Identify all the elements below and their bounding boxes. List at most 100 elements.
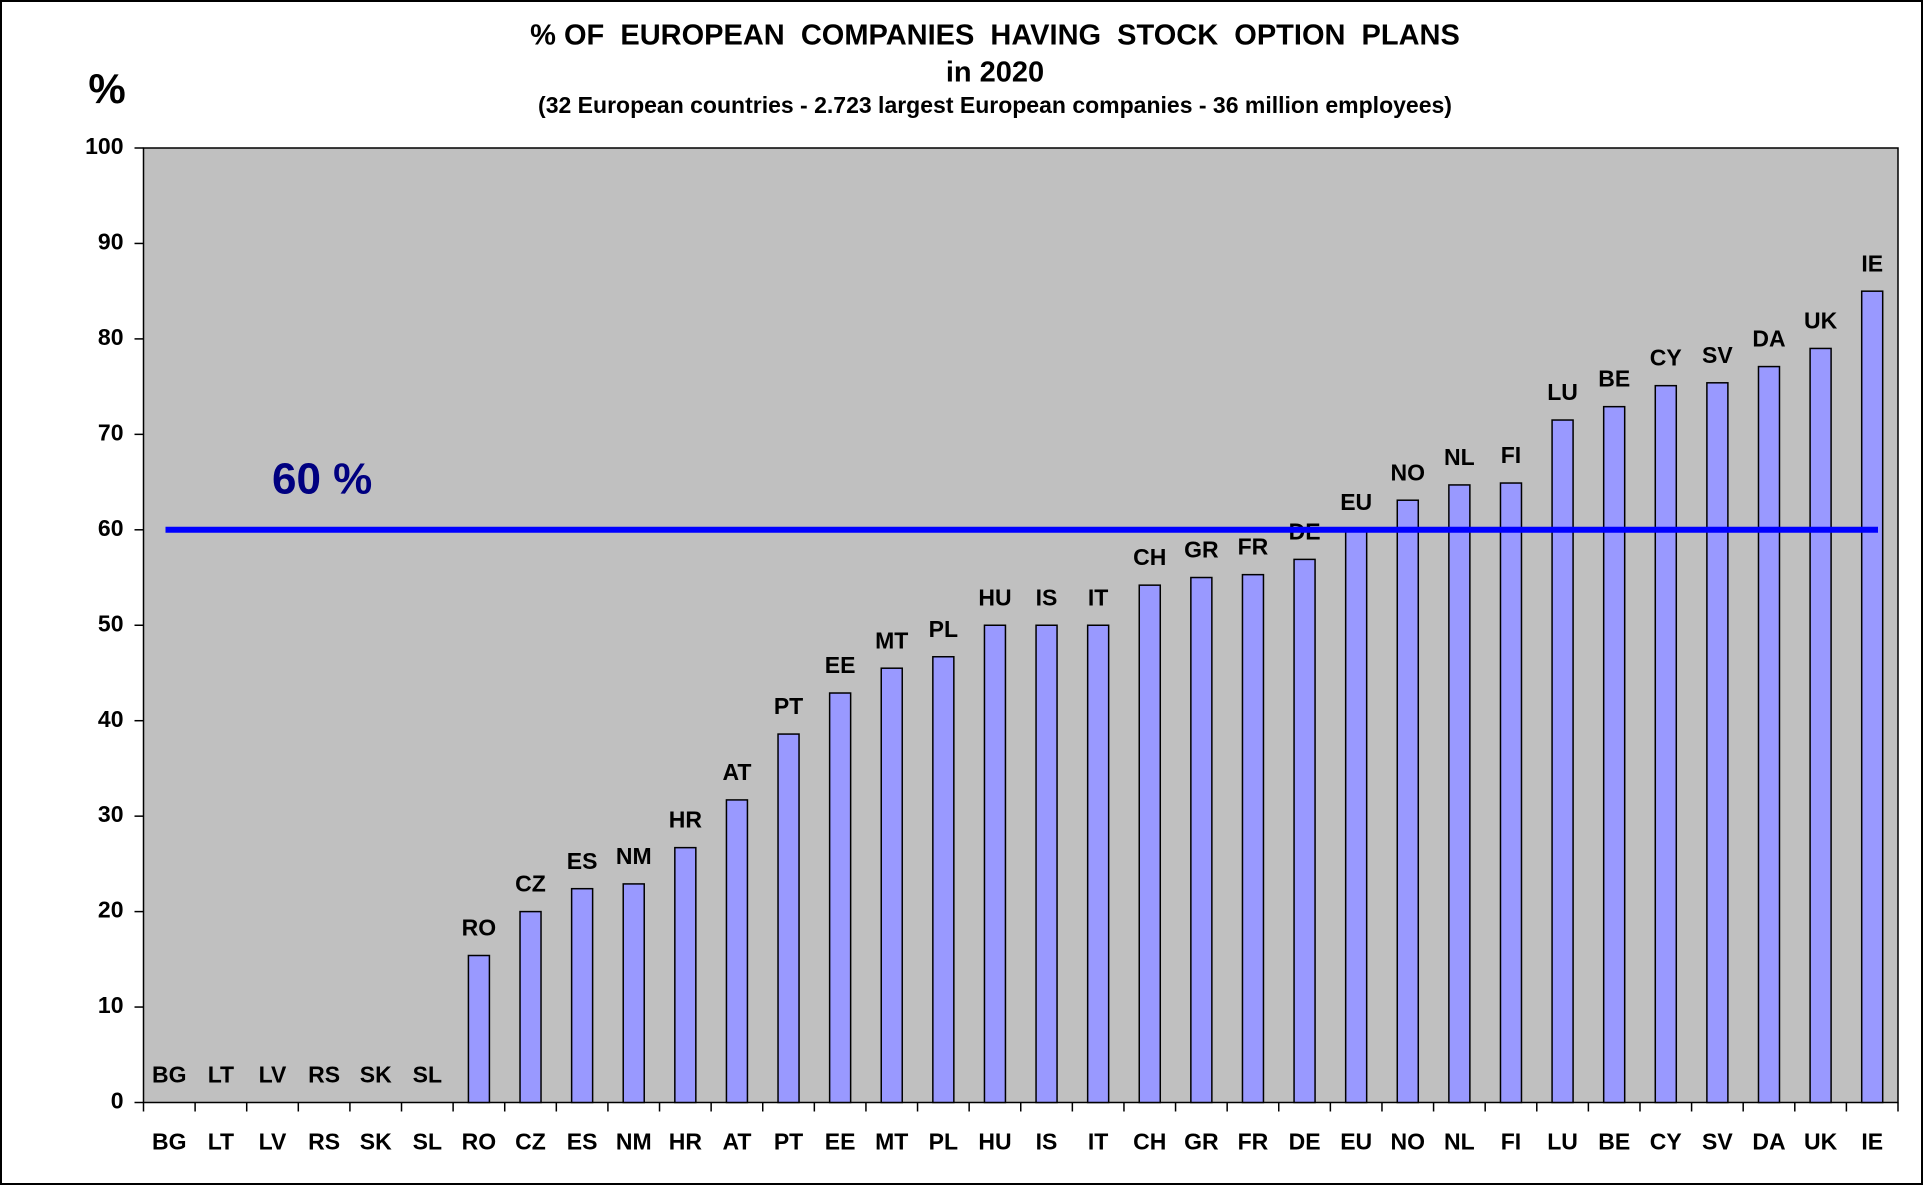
data-label: NM — [616, 843, 652, 869]
data-label: DA — [1752, 326, 1785, 352]
data-label: GR — [1184, 537, 1219, 563]
data-label: MT — [875, 627, 908, 653]
bar — [1086, 624, 1110, 1104]
data-label: NO — [1391, 459, 1426, 485]
chart-title-line2: in 2020 — [946, 57, 1044, 89]
bar — [1344, 529, 1368, 1104]
x-tick-label: HU — [978, 1129, 1011, 1155]
bar — [1396, 499, 1420, 1104]
data-label: EE — [825, 652, 856, 678]
x-tick-label: BE — [1598, 1129, 1630, 1155]
x-tick-label: PL — [929, 1129, 958, 1155]
x-tick-label: DA — [1752, 1129, 1785, 1155]
x-tick-label: ES — [567, 1129, 598, 1155]
x-tick-label: NL — [1444, 1129, 1475, 1155]
x-tick-label: RO — [462, 1129, 497, 1155]
data-label: LV — [259, 1062, 287, 1088]
bar — [519, 910, 542, 1104]
y-tick-label: 70 — [98, 419, 124, 445]
bar — [1190, 576, 1213, 1104]
data-label: SL — [413, 1062, 442, 1088]
x-tick-label: GR — [1184, 1129, 1219, 1155]
data-label: BE — [1598, 366, 1630, 392]
x-tick-label: AT — [722, 1129, 751, 1155]
plot-area — [142, 147, 1899, 1104]
bar — [1706, 382, 1729, 1104]
y-tick-label: 100 — [85, 133, 123, 159]
y-tick-label: 20 — [98, 897, 124, 923]
data-label: AT — [722, 759, 751, 785]
data-label: IS — [1036, 584, 1058, 610]
bar — [1138, 584, 1162, 1104]
y-tick-label: 50 — [98, 610, 124, 636]
bar — [674, 846, 697, 1104]
x-tick-label: CZ — [515, 1129, 546, 1155]
bar — [932, 655, 955, 1104]
x-tick-label: IS — [1036, 1129, 1058, 1155]
chart-title: % OF EUROPEAN COMPANIES HAVING STOCK OPT… — [530, 20, 1460, 52]
y-axis-label: % — [88, 65, 125, 112]
bar — [1035, 624, 1058, 1104]
bar — [983, 624, 1007, 1104]
bar — [880, 667, 903, 1104]
x-tick-label: CH — [1133, 1129, 1166, 1155]
x-tick-label: RS — [308, 1129, 340, 1155]
x-tick-label: DE — [1289, 1129, 1321, 1155]
x-tick-label: FR — [1238, 1129, 1269, 1155]
x-tick-label: BG — [152, 1129, 187, 1155]
bar — [570, 887, 594, 1104]
data-label: RO — [462, 915, 497, 941]
x-tick-label: SK — [360, 1129, 392, 1155]
bar — [725, 799, 749, 1104]
data-label: CY — [1650, 345, 1682, 371]
data-label: IE — [1861, 250, 1883, 276]
data-label: CH — [1133, 544, 1166, 570]
data-label: LT — [208, 1062, 234, 1088]
bar — [1860, 290, 1884, 1104]
bar — [467, 954, 491, 1104]
x-tick-label: IE — [1861, 1129, 1883, 1155]
data-label: RS — [308, 1062, 340, 1088]
data-label: BG — [152, 1062, 187, 1088]
y-tick-label: 80 — [98, 324, 124, 350]
x-tick-label: SL — [413, 1129, 442, 1155]
bar — [1602, 405, 1626, 1104]
x-tick-label: EE — [825, 1129, 856, 1155]
data-label: PT — [774, 693, 803, 719]
bar — [1293, 558, 1316, 1104]
x-tick-label: NO — [1391, 1129, 1426, 1155]
x-tick-label: SV — [1702, 1129, 1733, 1155]
y-tick-label: 90 — [98, 229, 124, 255]
x-tick-label: FI — [1501, 1129, 1521, 1155]
data-label: HU — [978, 584, 1011, 610]
bar — [622, 883, 645, 1104]
y-tick-label: 0 — [111, 1088, 124, 1114]
data-label: ES — [567, 848, 598, 874]
x-tick-label: HR — [669, 1129, 703, 1155]
bar — [1499, 482, 1523, 1104]
bar — [1551, 419, 1574, 1104]
y-tick-label: 40 — [98, 706, 124, 732]
x-tick-label: UK — [1804, 1129, 1838, 1155]
data-label: FR — [1238, 534, 1269, 560]
x-tick-label: IT — [1088, 1129, 1108, 1155]
bar — [828, 692, 852, 1104]
bar — [777, 733, 800, 1104]
y-tick-label: 30 — [98, 801, 124, 827]
bar — [1241, 573, 1265, 1104]
bar — [1448, 484, 1471, 1104]
x-tick-label: PT — [774, 1129, 803, 1155]
y-tick-label: 60 — [98, 515, 124, 541]
x-tick-label: LT — [208, 1129, 234, 1155]
bar — [1654, 384, 1678, 1104]
x-tick-label: EU — [1340, 1129, 1372, 1155]
data-label: HR — [669, 807, 703, 833]
data-label: SV — [1702, 342, 1733, 368]
x-tick-label: CY — [1650, 1129, 1682, 1155]
data-label: IT — [1088, 584, 1108, 610]
bar — [1757, 365, 1781, 1104]
bar — [1809, 347, 1832, 1104]
chart-subtitle: (32 European countries - 2.723 largest E… — [538, 92, 1452, 118]
x-tick-label: NM — [616, 1129, 652, 1155]
